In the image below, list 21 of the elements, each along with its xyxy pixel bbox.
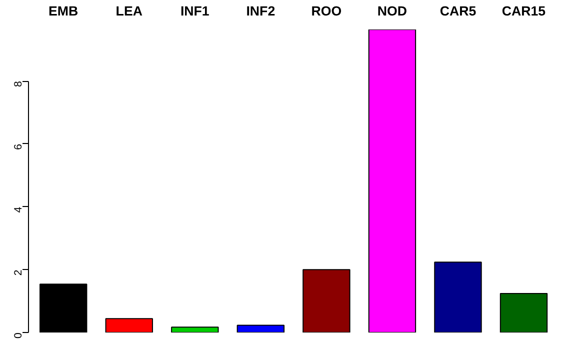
x-tick-label: NOD <box>377 4 408 18</box>
bar <box>500 293 548 332</box>
y-tick-label: 2 <box>12 270 24 276</box>
bar <box>40 284 88 332</box>
x-tick-label: INF1 <box>180 4 210 18</box>
x-tick-label: LEA <box>116 4 143 18</box>
bar <box>302 269 350 332</box>
y-tick-label: 8 <box>12 80 24 87</box>
x-tick-label: ROO <box>311 4 342 18</box>
x-tick-label: INF2 <box>246 4 276 18</box>
x-tick-label: CAR15 <box>502 4 546 18</box>
bar <box>105 318 153 332</box>
bar <box>434 262 482 332</box>
y-tick-label: 6 <box>12 144 24 150</box>
x-tick-label: EMB <box>48 4 79 18</box>
bar <box>236 324 285 332</box>
y-tick-label: 0 <box>12 332 24 338</box>
bar <box>171 326 219 332</box>
y-tick-label: 4 <box>12 206 24 213</box>
x-tick-label: CAR5 <box>440 4 477 18</box>
bar <box>368 30 416 332</box>
